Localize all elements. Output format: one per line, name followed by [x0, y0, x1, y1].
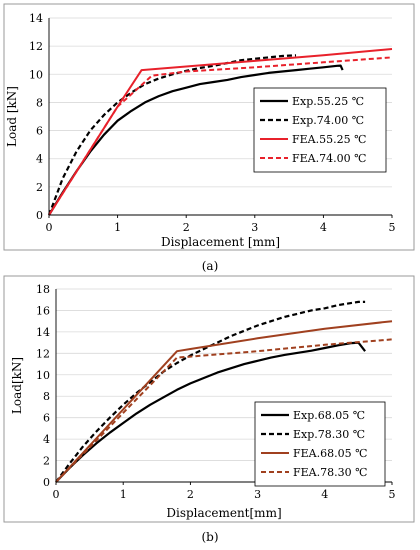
- panel-a-x-tick-label: 5: [389, 221, 396, 234]
- panel-b-y-tick-label: 10: [36, 369, 50, 382]
- panel-b-x-tick-label: 1: [120, 488, 127, 501]
- panel-b-y-tick-label: 6: [43, 412, 50, 425]
- panel-a-y-axis-label: Load [kN]: [5, 86, 19, 147]
- panel-b-x-tick-label: 5: [389, 488, 396, 501]
- panel-a-x-tick-label: 2: [183, 221, 190, 234]
- panel-b-y-tick-label: 18: [36, 283, 50, 296]
- panel-b-y-tick-label: 14: [36, 326, 50, 339]
- panel-b-legend-label: FEA.68.05 ℃: [293, 447, 367, 460]
- panel-b-y-tick-label: 16: [36, 304, 50, 317]
- panel-b-y-tick-label: 8: [43, 390, 50, 403]
- panel-a-y-tick-label: 2: [36, 181, 43, 194]
- panel-b-legend-label: Exp.68.05 ℃: [293, 409, 365, 422]
- panel-b-legend: Exp.68.05 ℃ Exp.78.30 ℃ FEA.68.05 ℃ FEA.78.…: [254, 401, 386, 487]
- panel-b-series-line-3: [55, 320, 393, 483]
- panel-b-series: [55, 300, 393, 483]
- panel-a-x-tick-label: 3: [251, 221, 258, 234]
- panel-b-x-axis-label: Displacement[mm]: [166, 506, 281, 520]
- panel-a-y-tick-label: 6: [36, 125, 43, 138]
- panel-b-x-tick-label: 3: [254, 488, 261, 501]
- panel-a-series-line-2: [47, 54, 297, 216]
- panel-b-y-tick-label: 4: [43, 433, 50, 446]
- panel-b-legend-label: Exp.78.30 ℃: [293, 428, 365, 441]
- panel-b-x-tick-label: 4: [321, 488, 328, 501]
- panel-b-y-tick-label: 0: [43, 476, 50, 489]
- panel-a-legend-label: Exp.55.25 ℃: [292, 95, 364, 108]
- panel-a-x-tick-label: 4: [320, 221, 327, 234]
- panel-a-y-tick-label: 4: [36, 153, 43, 166]
- panel-a-y-tick-label: 8: [36, 96, 43, 109]
- panel-a-x-tick-label: 0: [46, 221, 53, 234]
- panel-b-caption: (b): [201, 530, 218, 544]
- panel-a-series-line-4: [48, 56, 393, 216]
- panel-b-legend-label: FEA.78.30 ℃: [293, 466, 367, 479]
- panel-b-y-tick-label: 12: [36, 347, 50, 360]
- panel-a-legend-label: FEA.55.25 ℃: [292, 133, 366, 146]
- panel-a-x-axis-label: Displacement [mm]: [161, 235, 280, 249]
- panel-b-series-line-2: [55, 300, 366, 483]
- panel-a-caption: (a): [202, 259, 219, 273]
- panel-a-legend-label: FEA.74.00 ℃: [292, 152, 366, 165]
- panel-b-series-line-1: [55, 341, 366, 483]
- panel-a-series-line-1: [48, 64, 344, 216]
- panel-a-y-tick-label: 0: [36, 209, 43, 222]
- panel-b-x-tick-label: 0: [53, 488, 60, 501]
- panel-b-y-axis-label: Load[kN]: [10, 357, 24, 414]
- panel-a-y-tick-label: 10: [29, 68, 43, 81]
- panel-b-x-tick-label: 2: [187, 488, 194, 501]
- panel-a-legend-label: Exp.74.00 ℃: [292, 114, 364, 127]
- panel-b-y-tick-label: 2: [43, 455, 50, 468]
- panel-a-series: [47, 48, 393, 216]
- panel-a-legend: Exp.55.25 ℃ Exp.74.00 ℃ FEA.55.25 ℃ FEA.74.…: [253, 87, 387, 173]
- panel-b-series-line-4: [55, 338, 393, 483]
- panel-a-y-tick-label: 14: [29, 12, 43, 25]
- panel-a-y-tick-label: 12: [29, 40, 43, 53]
- panel-a-x-tick-label: 1: [114, 221, 121, 234]
